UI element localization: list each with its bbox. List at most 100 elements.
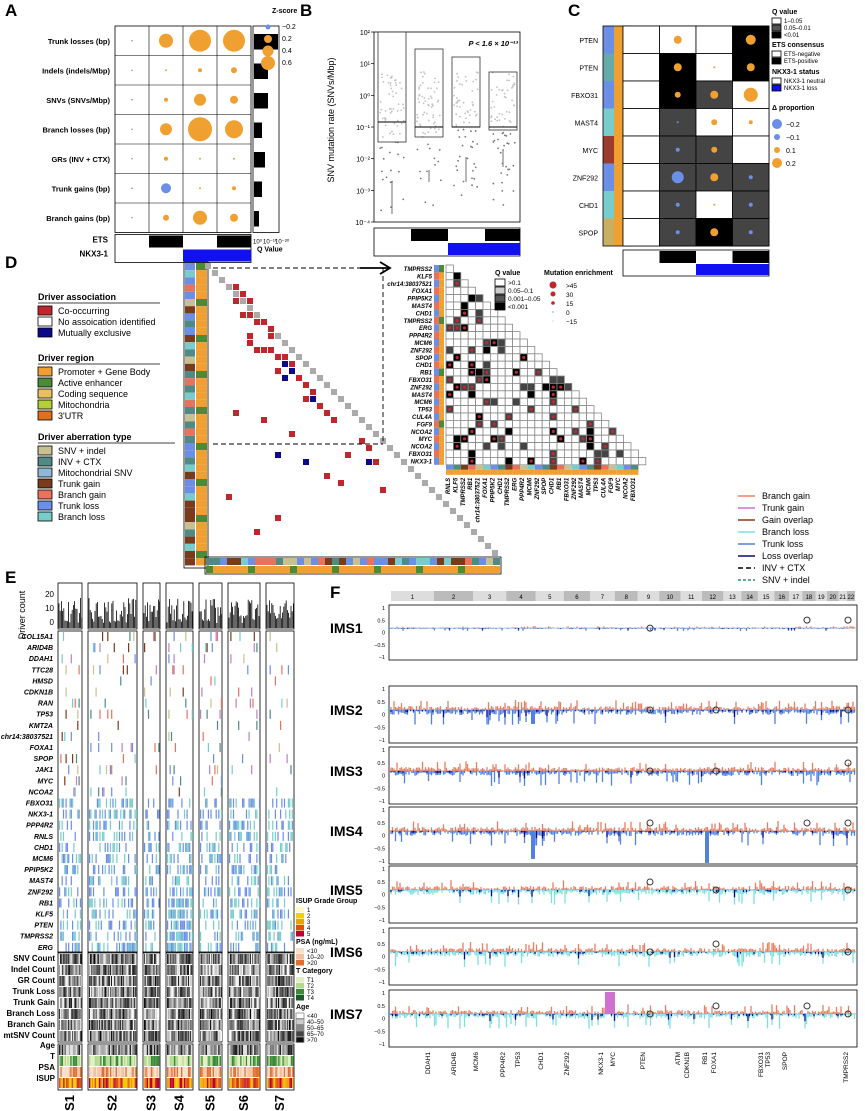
feature-cell — [215, 1009, 217, 1019]
feature-cell — [147, 954, 149, 964]
gene-event — [186, 898, 188, 908]
clinical-cell — [236, 1078, 238, 1088]
gene-event — [267, 831, 269, 841]
feature-cell — [202, 1009, 204, 1019]
feature-cell — [185, 1009, 187, 1019]
clinical-cell — [63, 1045, 65, 1055]
region-swatch — [37, 399, 53, 410]
zoom-col-label: ZNF292 — [572, 477, 578, 500]
feature-cell — [76, 1009, 78, 1019]
gene-event — [120, 676, 122, 686]
clinical-cell — [121, 1045, 123, 1055]
zoom-cell — [475, 368, 484, 377]
e-subtype-label: IMS2 — [105, 1095, 120, 1111]
feature-cell — [64, 965, 66, 975]
clinical-cell — [117, 1056, 119, 1066]
nkx-item: NKX3-1 neutral — [784, 79, 825, 85]
zoom-cell — [475, 294, 484, 303]
clinical-cell — [121, 1078, 123, 1088]
feature-cell — [230, 987, 232, 997]
side-region-cell — [196, 371, 207, 379]
feature-cell — [156, 1020, 158, 1030]
bottom-region-cell — [283, 566, 290, 573]
feature-cell — [292, 987, 294, 997]
feature-cell — [135, 976, 137, 986]
feature-cell — [253, 1031, 255, 1041]
zoom-cell — [571, 442, 580, 451]
feature-cell — [270, 987, 272, 997]
gene-event — [147, 820, 150, 830]
clinical-cell — [125, 1045, 127, 1055]
gene-event — [72, 942, 74, 952]
zoom-cell — [571, 412, 580, 421]
q-cell — [622, 53, 660, 82]
feature-cell — [213, 998, 215, 1008]
side-region-cell — [196, 291, 207, 299]
clinical-cell — [124, 1067, 126, 1077]
e-gene-label: ARID4B — [26, 645, 53, 652]
feature-cell — [182, 976, 184, 986]
feature-cell — [258, 998, 260, 1008]
proportion-dot — [710, 228, 719, 237]
feature-cell — [267, 954, 269, 964]
feature-cell — [254, 987, 256, 997]
chromosome-label: 22 — [848, 595, 855, 601]
zoom-cell — [497, 390, 506, 399]
feature-cell — [282, 1020, 284, 1030]
feature-cell — [181, 976, 183, 986]
feature-cell — [171, 965, 173, 975]
diag-cell — [345, 403, 351, 409]
bottom-region-cell — [262, 566, 269, 573]
feature-cell — [111, 987, 113, 997]
clinical-cell — [59, 1078, 61, 1088]
clinical-cell — [115, 1067, 117, 1077]
gene-event — [109, 765, 111, 775]
gene-event — [280, 909, 282, 919]
gene-event — [70, 887, 72, 897]
isup-swatch — [296, 931, 304, 937]
feature-cell — [169, 987, 171, 997]
feature-cell — [212, 1009, 214, 1019]
e-gene-label: PPP4R2 — [26, 823, 53, 830]
feature-cell — [170, 1009, 172, 1019]
gene-event — [115, 887, 117, 897]
bottom-type-cell — [276, 558, 283, 565]
feature-cell — [279, 965, 281, 975]
zoom-cell — [475, 360, 484, 370]
bottom-region-cell — [339, 566, 346, 573]
clinical-cell — [183, 1078, 186, 1088]
zoom-col-label: ERG — [513, 477, 519, 490]
zoom-cell — [482, 323, 491, 333]
gene-event — [72, 920, 74, 930]
gene-event — [190, 854, 192, 864]
zoom-gene: MCM6 — [414, 341, 432, 347]
feature-cell — [251, 954, 253, 964]
gene-event — [73, 898, 75, 908]
feature-cell — [134, 998, 136, 1008]
clinical-cell — [186, 1067, 188, 1077]
zoom-gene: FGF9 — [417, 422, 433, 428]
feature-cell — [203, 1031, 205, 1041]
zoom-gene: FBXO31 — [409, 378, 433, 384]
clinical-cell — [96, 1056, 98, 1066]
zoom-cell — [556, 412, 565, 421]
feature-cell — [120, 998, 122, 1008]
clinical-cell — [267, 1056, 269, 1066]
clinical-cell — [63, 1067, 65, 1077]
feature-cell — [247, 1031, 249, 1041]
feature-cell — [117, 976, 119, 986]
feature-cell — [100, 1009, 102, 1019]
zoom-side-region — [439, 265, 444, 273]
clinical-cell — [250, 1067, 252, 1077]
zoom-col-label: CHD1 — [550, 477, 556, 494]
feature-cell — [255, 987, 257, 997]
zoom-cell — [519, 412, 528, 421]
zoom-side-cell — [434, 442, 439, 450]
feature-cell — [252, 1031, 254, 1041]
zoom-bottom-region — [557, 469, 565, 475]
q-swatch — [771, 17, 782, 25]
feature-cell — [152, 954, 154, 964]
clinical-cell — [158, 1067, 160, 1077]
gene-event — [153, 920, 155, 930]
zoom-side-cell — [434, 390, 439, 399]
